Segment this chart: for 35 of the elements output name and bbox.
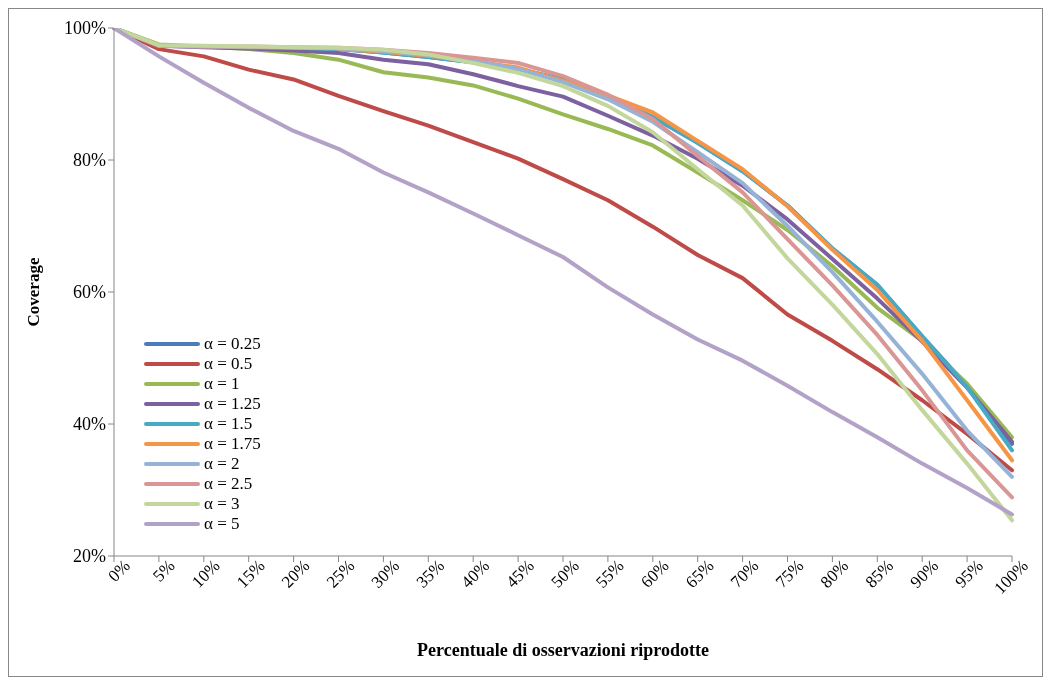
x-tick-label: 10% [188,556,224,592]
x-tick-label: 55% [592,556,628,592]
legend-label: α = 1.25 [204,394,261,414]
y-axis-title: Coverage [24,257,44,327]
x-tick-label: 65% [682,556,718,592]
legend-label: α = 0.5 [204,354,253,374]
x-tick-label: 15% [233,556,269,592]
y-tick-label: 40% [73,414,106,435]
legend-label: α = 2 [204,454,240,474]
x-axis-title: Percentuale di osservazioni riprodotte [417,640,709,660]
x-tick-label: 45% [502,556,538,592]
x-tick-label: 95% [951,556,987,592]
y-tick-label: 100% [64,18,106,39]
x-tick-label: 70% [726,556,763,592]
x-tick-label: 85% [861,556,898,592]
x-tick-label: 25% [322,556,359,592]
legend-label: α = 1.5 [204,414,253,434]
legend-label: α = 0.25 [204,334,261,354]
x-tick-label: 80% [816,556,853,592]
x-tick-label: 35% [412,556,449,592]
y-tick-label: 80% [73,150,106,171]
x-tick-label: 30% [367,556,404,592]
x-tick-label: 20% [277,556,314,592]
legend-label: α = 3 [204,494,240,514]
x-tick-label: 50% [547,556,583,592]
x-tick-label: 5% [149,556,179,586]
legend-label: α = 5 [204,514,240,534]
legend-label: α = 1 [204,374,240,394]
y-tick-label: 60% [73,282,106,303]
x-tick-label: 75% [771,556,808,592]
x-tick-label: 40% [457,556,493,592]
legend-label: α = 2.5 [204,474,253,494]
x-tick-label: 90% [906,556,942,592]
x-tick-label: 60% [637,556,673,592]
legend-label: α = 1.75 [204,434,261,454]
